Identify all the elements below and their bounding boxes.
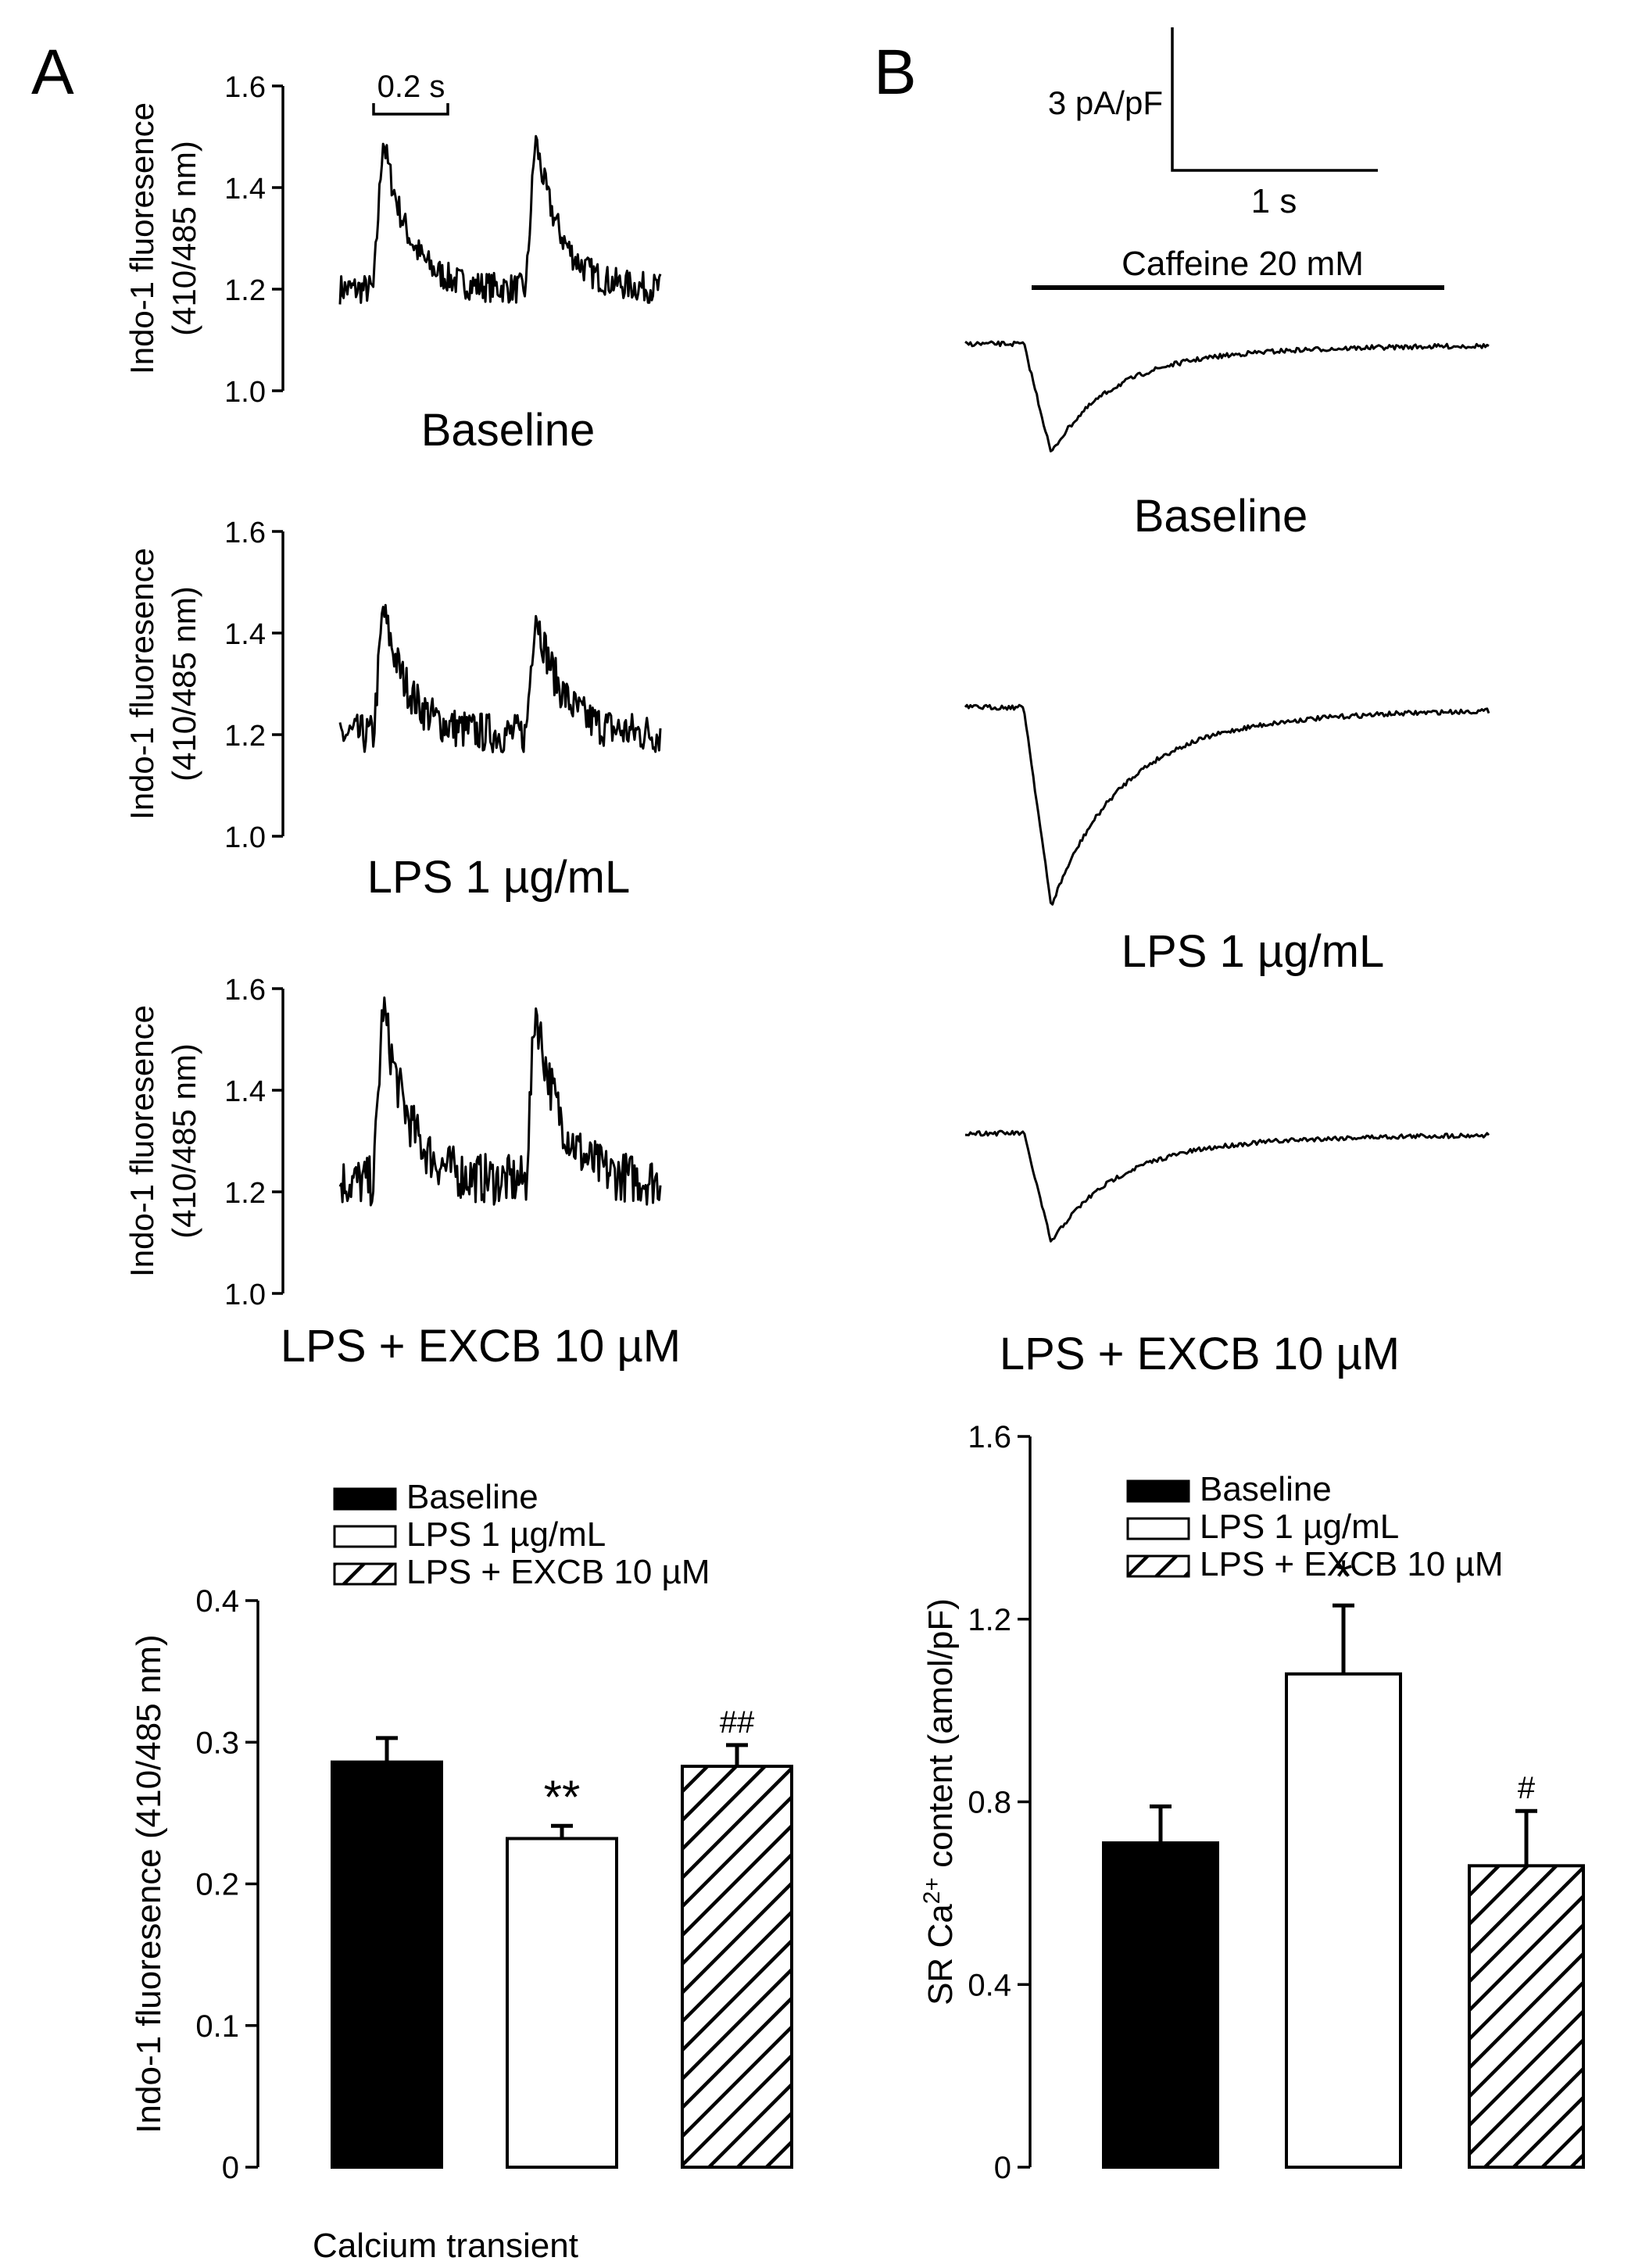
bar xyxy=(681,1765,793,2169)
y-tick-label: 1.2 xyxy=(224,720,266,753)
y-tick-label: 1.0 xyxy=(224,1279,266,1311)
y-tick-label: 1.4 xyxy=(224,618,266,651)
panel-b-scale-bar: 3 pA/pF 1 s xyxy=(1048,27,1378,220)
legend-entry: LPS 1 µg/mL xyxy=(406,1515,606,1554)
y-tick-label: 1.6 xyxy=(224,517,266,549)
y-axis-label: (410/485 nm) xyxy=(166,141,202,336)
significance-label: # xyxy=(1518,1771,1536,1805)
panel-b-trace-label-lps: LPS 1 µg/mL xyxy=(1121,926,1384,977)
panel-a-trace-group-lps: 1.0 1.2 1.4 1.6 Indo-1 fluoresence (410/485 n… xyxy=(123,517,662,854)
panel-b-traces xyxy=(964,340,1490,1243)
legend-entry: Baseline xyxy=(406,1478,538,1516)
panel-b-scale-time: 1 s xyxy=(1251,182,1297,220)
legend-entry: LPS 1 µg/mL xyxy=(1200,1508,1399,1546)
y-tick-label: 1.6 xyxy=(968,1420,1011,1454)
current-trace xyxy=(964,703,1490,906)
y-axis-label: Indo-1 fluoresence (410/485 nm) xyxy=(130,1634,168,2133)
bar xyxy=(331,1760,443,2169)
y-tick-label: 0 xyxy=(994,2151,1011,2185)
legend-swatch xyxy=(1126,1517,1190,1540)
y-tick-label: 1.2 xyxy=(224,1177,266,1210)
panel-a-time-scale: 0.2 s xyxy=(372,70,449,116)
panel-b-caffeine-label: Caffeine 20 mM xyxy=(1121,245,1364,283)
bar xyxy=(1285,1672,1402,2169)
fluorescence-trace xyxy=(338,134,662,305)
current-trace xyxy=(964,340,1490,453)
y-tick-label: 1.0 xyxy=(224,376,266,409)
chart-1-xlabel: Calcium transient xyxy=(313,2227,578,2265)
legend-entry: Baseline xyxy=(1200,1470,1332,1508)
y-axis-label: (410/485 nm) xyxy=(166,586,202,782)
legend-swatch xyxy=(333,1487,397,1511)
y-tick-label: 0.3 xyxy=(195,1726,239,1760)
y-axis-label: SR Ca2+ content (amol/pF) xyxy=(919,1598,960,2005)
y-tick-label: 1.2 xyxy=(968,1603,1011,1637)
panel-a-trace-group-baseline: 1.0 1.2 1.4 1.6 Indo-1 fluoresence (410/485 n… xyxy=(123,71,662,409)
legend-swatch xyxy=(1126,1479,1190,1503)
y-axis-label: Indo-1 fluoresence xyxy=(123,548,160,820)
legend-swatch xyxy=(333,1525,397,1548)
fluorescence-trace xyxy=(338,996,662,1207)
panel-a-trace-label-baseline: Baseline xyxy=(421,405,595,456)
y-axis-label: Indo-1 fluoresence xyxy=(123,102,160,374)
panel-a-trace-label-lps-excb: LPS + EXCB 10 µM xyxy=(281,1321,681,1372)
y-tick-label: 1.0 xyxy=(224,821,266,854)
legend-swatch xyxy=(1126,1554,1190,1578)
significance-label: ## xyxy=(720,1705,755,1740)
panel-b-caffeine-bar: Caffeine 20 mM xyxy=(1032,245,1444,290)
y-tick-label: 0.1 xyxy=(195,2009,239,2044)
legend-entry: LPS + EXCB 10 µM xyxy=(406,1553,710,1591)
y-tick-label: 1.2 xyxy=(224,274,266,307)
significance-label: * xyxy=(1334,1551,1352,1603)
panel-a-trace-group-lps-excb: 1.0 1.2 1.4 1.6 Indo-1 fluoresence (410/485 n… xyxy=(123,974,662,1311)
bar xyxy=(506,1837,618,2169)
current-trace xyxy=(964,1129,1490,1243)
legend-entry: LPS + EXCB 10 µM xyxy=(1200,1545,1504,1583)
panel-a-letter: A xyxy=(31,37,74,108)
panel-b-scale-current: 3 pA/pF xyxy=(1048,84,1163,121)
panel-a-trace-label-lps: LPS 1 µg/mL xyxy=(367,852,630,903)
panel-a-time-scale-label: 0.2 s xyxy=(377,70,445,104)
legend-swatch xyxy=(333,1562,397,1586)
y-tick-label: 1.6 xyxy=(224,71,266,104)
y-axis-label: Indo-1 fluoresence xyxy=(123,1005,160,1277)
y-tick-label: 1.4 xyxy=(224,1075,266,1108)
fluorescence-trace xyxy=(338,603,662,753)
y-tick-label: 1.4 xyxy=(224,173,266,206)
y-tick-label: 0 xyxy=(222,2151,239,2185)
bar xyxy=(1468,1864,1585,2169)
panel-b-trace-label-baseline: Baseline xyxy=(1134,491,1308,542)
y-axis-label-superscript: 2+ xyxy=(919,1877,945,1904)
y-axis-label: (410/485 nm) xyxy=(166,1043,202,1239)
y-tick-label: 0.4 xyxy=(195,1584,239,1619)
significance-label: ** xyxy=(544,1771,581,1823)
bar xyxy=(1102,1841,1219,2169)
panel-b-trace-label-lps-excb: LPS + EXCB 10 µM xyxy=(1000,1329,1400,1379)
y-tick-label: 0.8 xyxy=(968,1786,1011,1820)
panel-b-letter: B xyxy=(874,37,917,108)
y-tick-label: 1.6 xyxy=(224,974,266,1007)
y-tick-label: 0.2 xyxy=(195,1868,239,1902)
y-tick-label: 0.4 xyxy=(968,1968,1011,2002)
y-axis-label-part: content (amol/pF) xyxy=(921,1598,960,1877)
y-axis-label-part: SR Ca xyxy=(921,1904,960,2005)
